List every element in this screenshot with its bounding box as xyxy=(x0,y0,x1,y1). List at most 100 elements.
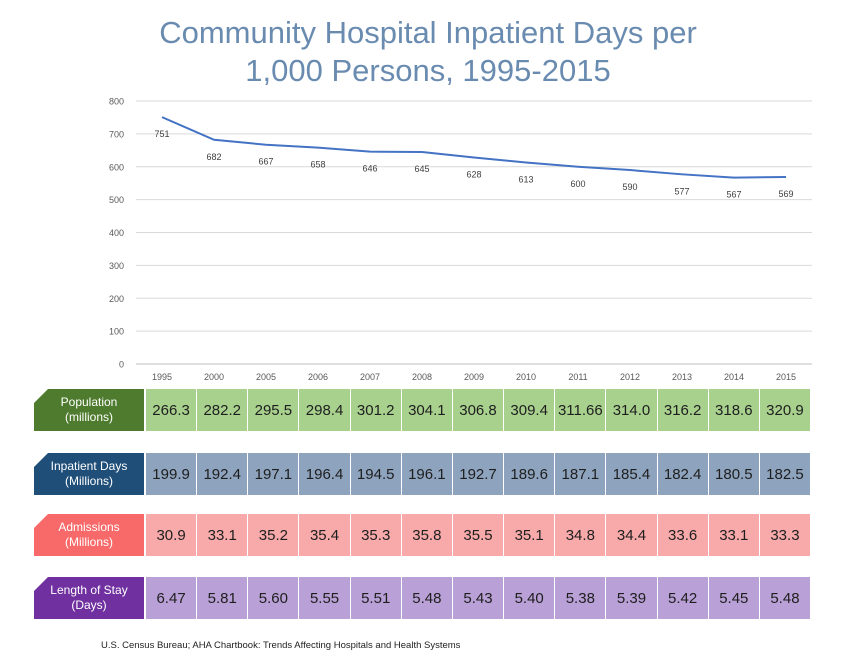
length-of-stay-row: 6.47 5.81 5.60 5.55 5.51 5.48 5.43 5.40 5.38 5.39… xyxy=(146,577,811,619)
data-label-2007: 646 xyxy=(362,164,377,174)
table-cell: 182.5 xyxy=(759,453,811,495)
inpatient-days-row: 199.9 192.4 197.1 196.4 194.5 196.1 192.7 189.6… xyxy=(146,453,811,495)
table-cell: 282.2 xyxy=(197,389,249,431)
data-label-1995: 751 xyxy=(154,129,169,139)
admissions-label-line1: Admissions xyxy=(58,520,120,534)
table-cell: 5.55 xyxy=(299,577,351,619)
table-cell: 5.48 xyxy=(401,577,453,619)
table-cell: 5.43 xyxy=(452,577,505,619)
x-tick-label-2012: 2012 xyxy=(620,372,640,382)
table-cell: 33.1 xyxy=(708,514,760,556)
data-label-2000: 682 xyxy=(206,152,221,162)
length-of-stay-row-label: Length of Stay (Days) xyxy=(34,577,144,619)
table-cell: 5.38 xyxy=(555,577,607,619)
x-tick-label-2010: 2010 xyxy=(516,372,536,382)
admissions-row: 30.9 33.1 35.2 35.4 35.3 35.8 35.5 35.1 34.8 34.4… xyxy=(146,514,811,556)
y-tick-label-100: 100 xyxy=(109,327,124,337)
data-label-2008: 645 xyxy=(414,164,429,174)
table-cell: 5.48 xyxy=(759,577,811,619)
length-of-stay-label-line1: Length of Stay xyxy=(50,583,128,597)
table-cell: 33.1 xyxy=(197,514,249,556)
data-label-2015: 569 xyxy=(778,189,793,199)
population-label-line1: Population xyxy=(60,395,118,409)
y-tick-label-500: 500 xyxy=(109,195,124,205)
table-cell: 295.5 xyxy=(248,389,300,431)
x-tick-label-1995: 1995 xyxy=(152,372,172,382)
table-cell: 35.5 xyxy=(452,514,505,556)
x-tick-label-2007: 2007 xyxy=(360,372,380,382)
table-cell: 35.3 xyxy=(350,514,402,556)
table-cell: 35.4 xyxy=(299,514,351,556)
y-tick-label-0: 0 xyxy=(119,360,124,370)
table-cell: 5.51 xyxy=(350,577,402,619)
table-cell: 318.6 xyxy=(708,389,760,431)
table-cell: 197.1 xyxy=(248,453,300,495)
table-cell: 5.45 xyxy=(708,577,760,619)
data-label-2013: 577 xyxy=(674,186,689,196)
x-tick-label-2008: 2008 xyxy=(412,372,432,382)
x-tick-label-2011: 2011 xyxy=(568,372,587,382)
table-cell: 5.81 xyxy=(197,577,249,619)
table-cell: 314.0 xyxy=(606,389,658,431)
inpatient-days-label-line2: (Millions) xyxy=(65,474,113,488)
table-cell: 187.1 xyxy=(555,453,607,495)
table-cell: 192.4 xyxy=(197,453,249,495)
table-cell: 5.42 xyxy=(657,577,709,619)
source-note: U.S. Census Bureau; AHA Chartbook: Trend… xyxy=(101,640,461,651)
table-cell: 192.7 xyxy=(452,453,505,495)
data-label-2009: 628 xyxy=(466,170,481,180)
data-label-2014: 567 xyxy=(726,190,741,200)
table-cell: 301.2 xyxy=(350,389,402,431)
y-tick-label-800: 800 xyxy=(109,97,124,107)
table-cell: 35.1 xyxy=(504,514,556,556)
data-label-2005: 667 xyxy=(258,157,273,167)
table-cell: 309.4 xyxy=(504,389,556,431)
table-cell: 185.4 xyxy=(606,453,658,495)
data-label-2011: 600 xyxy=(570,179,585,189)
table-cell: 6.47 xyxy=(146,577,198,619)
table-cell: 196.4 xyxy=(299,453,351,495)
table-cell: 182.4 xyxy=(657,453,709,495)
chart-title-line1: Community Hospital Inpatient Days per xyxy=(159,15,697,50)
admissions-label-line2: (Millions) xyxy=(65,535,113,549)
x-tick-label-2013: 2013 xyxy=(672,372,692,382)
table-cell: 316.2 xyxy=(657,389,709,431)
y-tick-label-700: 700 xyxy=(109,129,124,139)
population-row-label: Population (millions) xyxy=(34,389,144,431)
inpatient-days-label-line1: Inpatient Days xyxy=(50,459,128,473)
table-cell: 34.4 xyxy=(606,514,658,556)
table-cell: 320.9 xyxy=(759,389,811,431)
table-cell: 5.39 xyxy=(606,577,658,619)
population-label-line2: (millions) xyxy=(65,410,113,424)
x-tick-label-2006: 2006 xyxy=(308,372,328,382)
table-cell: 35.2 xyxy=(248,514,300,556)
table-cell: 306.8 xyxy=(452,389,505,431)
data-label-2006: 658 xyxy=(310,160,325,170)
length-of-stay-label-line2: (Days) xyxy=(71,598,107,612)
x-tick-label-2014: 2014 xyxy=(724,372,744,382)
y-tick-label-300: 300 xyxy=(109,261,124,271)
data-label-2012: 590 xyxy=(622,182,637,192)
line-chart: 0 100 200 300 400 500 600 700 800 1995 2000 2005 200… xyxy=(109,97,812,382)
table-cell: 5.60 xyxy=(248,577,300,619)
table-cell: 266.3 xyxy=(146,389,198,431)
y-tick-label-400: 400 xyxy=(109,228,124,238)
admissions-row-label: Admissions (Millions) xyxy=(34,514,144,556)
inpatient-days-row-label: Inpatient Days (Millions) xyxy=(34,453,144,495)
table-cell: 311.66 xyxy=(555,389,607,431)
y-tick-label-600: 600 xyxy=(109,162,124,172)
data-label-2010: 613 xyxy=(518,174,533,184)
y-tick-label-200: 200 xyxy=(109,294,124,304)
table-cell: 5.40 xyxy=(504,577,556,619)
chart-title-line2: 1,000 Persons, 1995-2015 xyxy=(245,53,611,88)
x-tick-label-2009: 2009 xyxy=(464,372,484,382)
table-cell: 304.1 xyxy=(401,389,453,431)
table-cell: 196.1 xyxy=(401,453,453,495)
table-cell: 199.9 xyxy=(146,453,198,495)
table-cell: 180.5 xyxy=(708,453,760,495)
x-tick-label-2015: 2015 xyxy=(776,372,796,382)
chart-title: Community Hospital Inpatient Days per 1,… xyxy=(60,14,796,90)
table-cell: 34.8 xyxy=(555,514,607,556)
population-row: 266.3 282.2 295.5 298.4 301.2 304.1 306.8 309.4… xyxy=(146,389,811,431)
table-cell: 33.6 xyxy=(657,514,709,556)
